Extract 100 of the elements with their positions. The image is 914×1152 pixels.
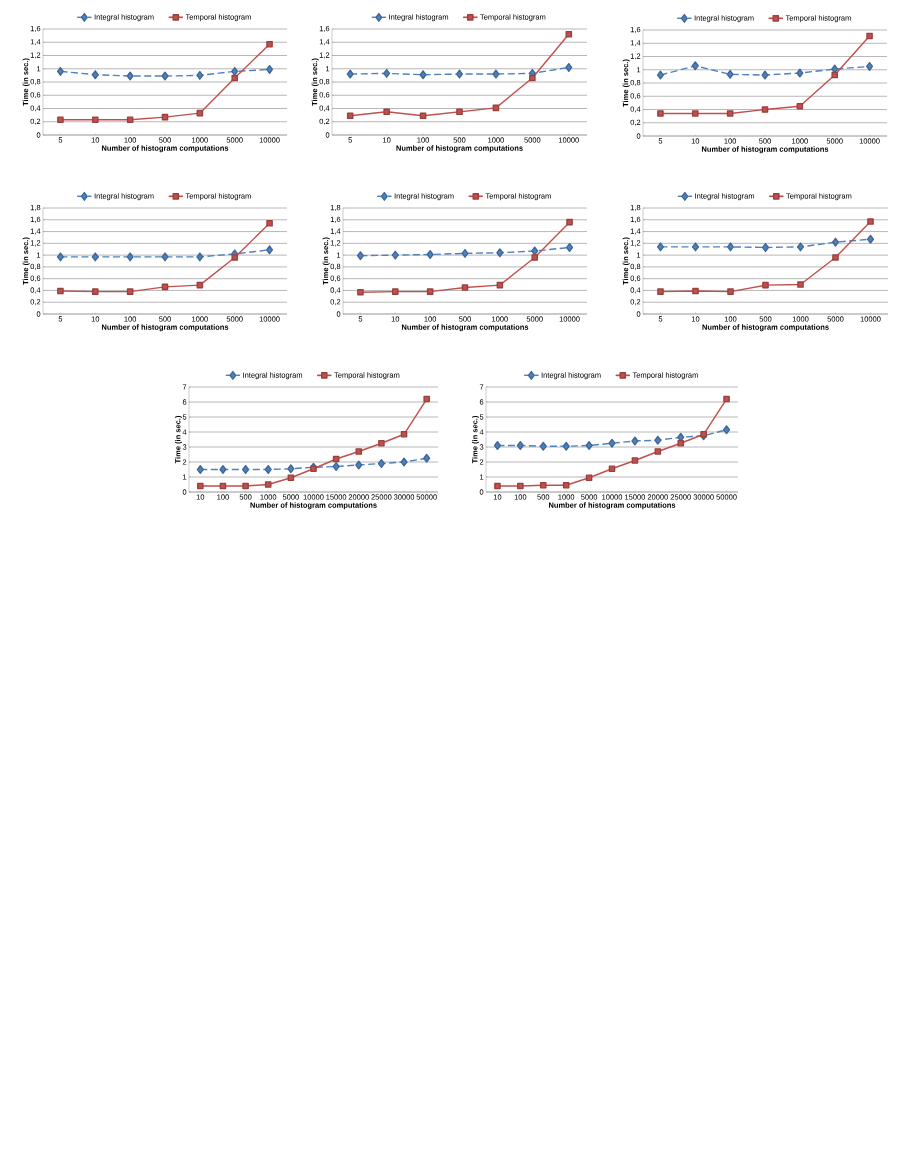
point <box>761 70 769 80</box>
point <box>391 288 399 295</box>
point <box>456 108 463 116</box>
point <box>91 70 99 80</box>
point <box>196 70 204 80</box>
point <box>654 448 662 455</box>
point <box>539 481 547 489</box>
point <box>287 474 295 482</box>
point <box>356 251 364 261</box>
point <box>378 439 385 447</box>
point <box>867 218 874 225</box>
point <box>656 70 664 80</box>
point <box>400 457 408 467</box>
point <box>419 70 427 80</box>
point <box>723 395 730 403</box>
point <box>57 116 64 124</box>
point <box>266 40 273 48</box>
point <box>692 287 699 295</box>
point <box>677 439 685 447</box>
point <box>761 242 770 252</box>
point <box>496 248 504 258</box>
point <box>866 32 873 40</box>
point <box>726 242 735 252</box>
point <box>691 110 699 117</box>
point <box>657 288 664 295</box>
point <box>517 482 524 490</box>
point <box>56 252 64 262</box>
point <box>566 242 574 252</box>
point <box>196 465 204 475</box>
point <box>355 448 363 455</box>
point <box>691 242 700 252</box>
point <box>423 395 430 403</box>
point <box>161 71 169 81</box>
point <box>419 112 427 120</box>
point <box>831 71 839 79</box>
point <box>346 69 354 79</box>
point <box>264 481 272 488</box>
point <box>161 252 169 262</box>
point <box>383 108 390 116</box>
point <box>383 68 391 78</box>
point <box>196 252 204 262</box>
point <box>242 482 249 490</box>
point <box>656 242 665 252</box>
point <box>461 248 469 258</box>
point <box>608 438 616 448</box>
point <box>197 482 204 490</box>
point <box>91 288 99 295</box>
point <box>266 64 274 74</box>
point <box>231 66 239 76</box>
point <box>266 245 274 255</box>
point <box>91 252 99 262</box>
point <box>231 254 239 261</box>
point <box>57 287 64 295</box>
point <box>531 254 539 261</box>
point <box>726 69 734 79</box>
point <box>762 281 769 289</box>
point <box>126 116 134 124</box>
point <box>377 459 385 469</box>
point <box>266 220 273 227</box>
point <box>126 252 134 262</box>
point <box>726 110 734 117</box>
point <box>492 69 500 79</box>
point <box>126 71 134 81</box>
point <box>332 462 340 472</box>
point <box>565 62 573 72</box>
point <box>566 218 573 226</box>
point <box>691 61 699 71</box>
point <box>565 31 573 38</box>
point <box>91 116 99 124</box>
point <box>455 69 464 79</box>
point <box>761 106 769 113</box>
point <box>562 481 570 489</box>
point <box>493 441 502 451</box>
point <box>287 464 295 474</box>
point <box>539 441 547 451</box>
point <box>585 474 593 482</box>
point <box>723 425 731 435</box>
point <box>866 61 874 71</box>
point <box>357 288 364 296</box>
point <box>608 465 616 473</box>
point <box>423 453 431 463</box>
point <box>391 250 399 260</box>
point <box>531 246 539 256</box>
point <box>126 288 134 295</box>
point <box>562 441 570 451</box>
point <box>516 441 524 451</box>
point <box>355 460 363 470</box>
point <box>56 66 64 76</box>
point <box>796 242 805 252</box>
point <box>796 68 804 78</box>
point <box>631 436 639 446</box>
point <box>529 74 536 82</box>
point <box>346 112 354 120</box>
point <box>631 457 639 464</box>
point <box>585 441 593 451</box>
point <box>797 281 804 288</box>
point <box>426 250 434 260</box>
point <box>219 465 227 475</box>
point <box>231 74 239 82</box>
point <box>242 465 250 475</box>
